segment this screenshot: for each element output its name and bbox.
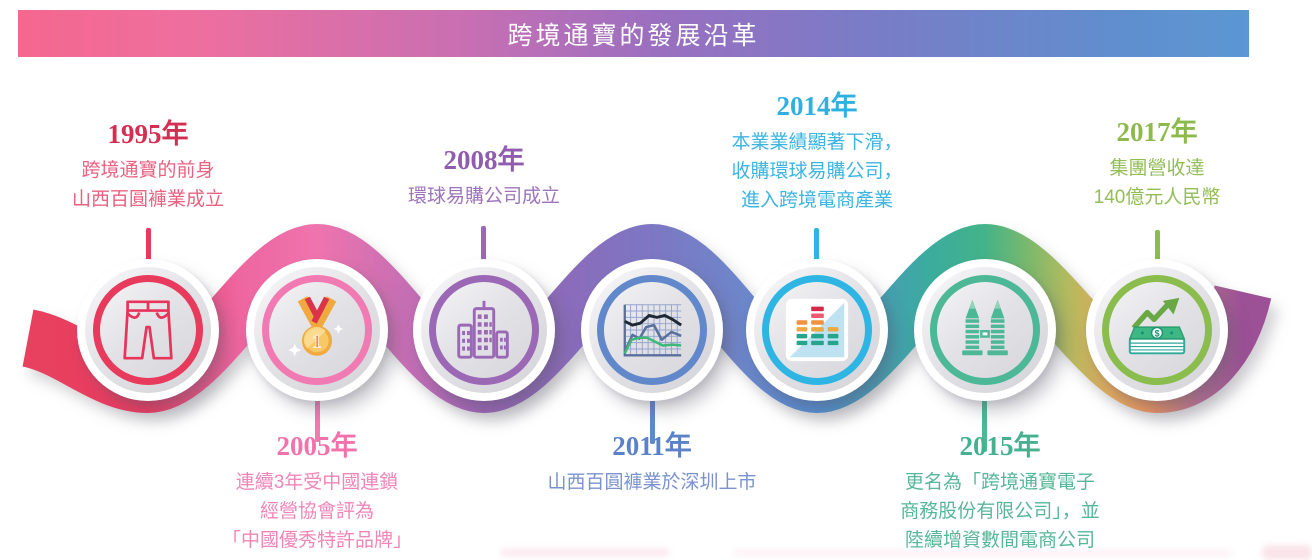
tick-2014: [814, 228, 819, 262]
svg-text:$: $: [1155, 328, 1160, 338]
milestone-line: 山西百圓褲業於深圳上市: [547, 472, 757, 493]
milestone-line: 進入跨境電商產業: [740, 190, 893, 211]
twin-towers-icon: [962, 299, 1008, 356]
milestone-line: 集團營收達: [1109, 158, 1205, 179]
tick-2017: [1155, 230, 1160, 262]
milestone-line: 經營協會評為: [259, 501, 374, 522]
page-title: 跨境通寶的發展沿革: [507, 22, 760, 50]
milestone-1995: 1995年 跨境通寶的前身 山西百圓褲業成立: [28, 112, 268, 214]
milestone-line: 本業業績顯著下滑，: [731, 132, 903, 153]
tick-1995: [146, 228, 151, 262]
building-icon: [457, 300, 509, 359]
milestone-year: 2017年: [1116, 117, 1198, 147]
milestone-line: 「中國優秀特許品牌」: [221, 530, 412, 551]
milestone-line: 收購環球易購公司，: [731, 161, 903, 182]
milestone-line: 連續3年受中國連鎖: [235, 472, 399, 493]
node-ring: [429, 275, 539, 385]
bottom-watermark: [1262, 545, 1312, 560]
node-ring: [762, 275, 872, 385]
bottom-watermark: [733, 549, 1233, 557]
node-ring: [262, 275, 372, 385]
milestone-line: 環球易購公司成立: [407, 186, 560, 207]
timeline-node-2015: [914, 259, 1056, 401]
tick-2015: [982, 400, 987, 452]
milestone-year: 2014年: [776, 91, 858, 121]
timeline-node-2008: [413, 259, 555, 401]
timeline-node-2011: [581, 259, 723, 401]
milestone-2005: 2005年 連續3年受中國連鎖 經營協會評為 「中國優秀特許品牌」: [197, 424, 437, 555]
milestone-2008: 2008年 環球易購公司成立: [364, 138, 604, 211]
milestone-line: 140億元人民幣: [1093, 187, 1221, 208]
milestone-line: 山西百圓褲業成立: [71, 189, 224, 210]
node-ring: [597, 275, 707, 385]
milestone-year: 2015年: [959, 431, 1041, 461]
milestone-line: 商務股份有限公司」，並: [900, 501, 1100, 522]
milestone-year: 2011年: [612, 431, 692, 461]
milestone-year: 1995年: [107, 119, 189, 149]
milestone-year: 2005年: [276, 431, 358, 461]
milestone-2014: 2014年 本業業績顯著下滑， 收購環球易購公司， 進入跨境電商產業: [697, 84, 937, 215]
bottom-watermark: [500, 548, 670, 557]
timeline-node-1995: [77, 259, 219, 401]
milestone-year: 2008年: [443, 145, 525, 175]
node-ring: [930, 275, 1040, 385]
milestone-line: 跨境通寶的前身: [81, 160, 215, 181]
tick-2005: [315, 400, 320, 442]
header-bar: 跨境通寶的發展沿革: [18, 10, 1249, 57]
pants-icon: [123, 300, 173, 360]
milestone-line: 更名為「跨境通寶電子: [904, 472, 1095, 493]
medal-icon: 1: [288, 296, 344, 357]
svg-text:1: 1: [312, 332, 321, 352]
node-ring: [1102, 275, 1212, 385]
ribbon-wave-path: [21, 223, 1272, 414]
node-ring: [93, 275, 203, 385]
bar-chart-icon: [785, 298, 849, 362]
milestone-2017: 2017年 集團營收達 140億元人民幣: [1037, 110, 1277, 212]
milestone-2011: 2011年 山西百圓褲業於深圳上市: [512, 424, 792, 497]
milestone-2015: 2015年 更名為「跨境通寶電子 商務股份有限公司」，並 陸續增資數間電商公司: [855, 424, 1145, 555]
timeline-node-2017: $: [1086, 259, 1228, 401]
line-chart-icon: [623, 304, 682, 357]
timeline-node-2005: 1: [246, 259, 388, 401]
money-growth-icon: $: [1128, 297, 1186, 355]
milestone-line: 陸續增資數間電商公司: [904, 530, 1095, 551]
timeline-node-2014: [746, 259, 888, 401]
tick-2008: [481, 226, 486, 262]
tick-2011: [650, 400, 655, 444]
